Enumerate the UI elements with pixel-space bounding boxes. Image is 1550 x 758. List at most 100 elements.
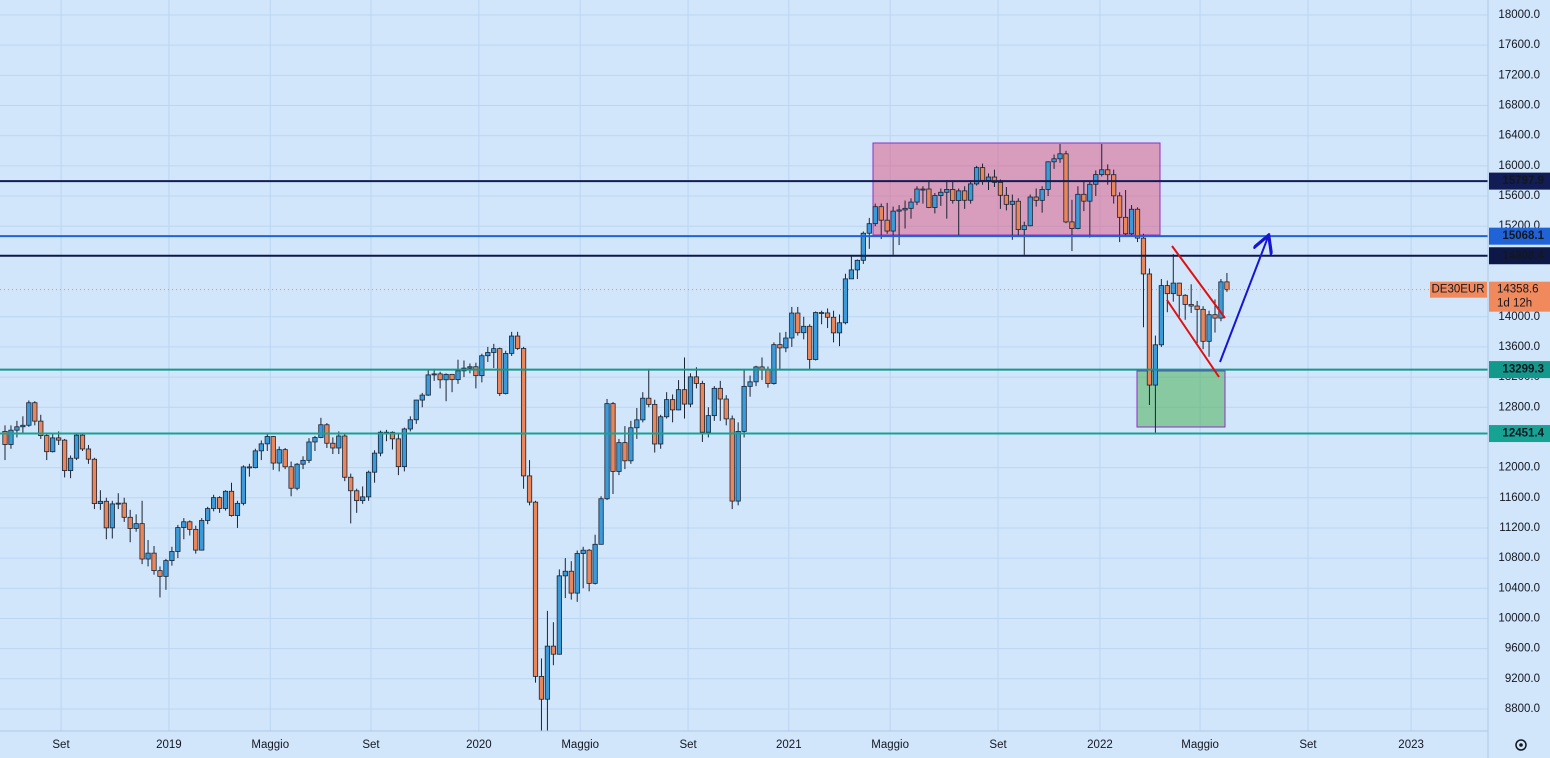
candle-body: [401, 428, 407, 468]
candle-body: [604, 403, 610, 500]
candle-body: [371, 452, 378, 473]
candle-body: [878, 206, 884, 221]
candle-body: [1009, 200, 1015, 205]
axes: 18000.0 17600.0 17200.0 16800.0 16400.0 16000…: [52, 9, 1550, 751]
candle-body: [222, 490, 229, 509]
candle-body: [425, 374, 431, 396]
candle-body: [1218, 281, 1224, 319]
candle-body: [914, 188, 920, 203]
candle-body: [1146, 273, 1153, 386]
support-zone[interactable]: [1136, 370, 1226, 428]
candle-body: [938, 191, 944, 196]
y-tick-label: 14000.0: [1498, 311, 1540, 323]
candle-body: [944, 189, 950, 193]
y-tick-label: 17200.0: [1498, 69, 1540, 81]
candle-body: [920, 188, 926, 191]
settings-icon[interactable]: [1515, 739, 1527, 751]
candle-body: [634, 419, 640, 429]
y-tick-label: 10400.0: [1498, 582, 1540, 594]
candle-body: [562, 570, 568, 577]
y-tick-label: 12800.0: [1498, 401, 1540, 413]
channel-line[interactable]: [1166, 299, 1220, 378]
y-tick-label: 13600.0: [1498, 341, 1540, 353]
candle-body: [246, 466, 252, 469]
candle-body: [377, 431, 384, 454]
candle-body: [151, 552, 157, 572]
candle-body: [497, 348, 503, 394]
candle-body: [1176, 282, 1182, 296]
symbol-label: DE30EUR: [1431, 284, 1484, 296]
candle-body: [848, 269, 855, 280]
candle-body: [830, 316, 837, 334]
candle-body: [580, 549, 586, 554]
candle-body: [318, 424, 324, 438]
candle-body: [1117, 195, 1123, 218]
candle-body: [711, 387, 717, 417]
projection-arrow[interactable]: [1219, 237, 1268, 363]
candle-body: [610, 403, 616, 472]
candle-body: [121, 502, 127, 518]
channel-line[interactable]: [1171, 245, 1226, 319]
candle-body: [312, 437, 318, 443]
candle-body: [1075, 193, 1081, 229]
y-tick-label: 18000.0: [1498, 9, 1540, 21]
candle-body: [997, 181, 1004, 196]
candle-body: [741, 385, 747, 432]
candle-body: [407, 419, 413, 430]
candle-body: [717, 387, 723, 400]
candle-body: [91, 458, 98, 504]
candle-body: [729, 418, 735, 502]
candle-body: [366, 471, 372, 498]
candle-body: [872, 206, 878, 225]
candle-body: [771, 344, 777, 384]
candle-body: [109, 503, 115, 529]
candle-body: [1033, 196, 1039, 201]
candle-body: [342, 435, 348, 478]
candle-body: [199, 520, 205, 551]
candle-body: [568, 570, 574, 594]
candle-body: [777, 344, 783, 349]
candle-body: [956, 190, 962, 201]
candle-body: [538, 675, 545, 700]
level-label-bg: [1489, 361, 1550, 379]
candle-body: [97, 500, 103, 504]
x-tick-label: Maggio: [561, 739, 599, 751]
candle-body: [20, 424, 26, 428]
candle-body: [1039, 189, 1045, 201]
candle-body: [187, 521, 193, 530]
candle-body: [133, 523, 139, 529]
x-tick-label: Set: [362, 739, 380, 751]
candle-body: [890, 210, 896, 232]
candle-body: [658, 416, 664, 445]
candle-body: [532, 501, 539, 677]
y-tick-label: 15600.0: [1498, 190, 1540, 202]
y-tick-label: 16000.0: [1498, 160, 1540, 172]
y-tick-label: 9600.0: [1505, 643, 1540, 655]
x-tick-label: Set: [1299, 739, 1317, 751]
level-label: 14808.4: [1502, 250, 1544, 262]
y-tick-label: 8800.0: [1505, 703, 1540, 715]
candle-body: [866, 223, 872, 234]
candle-body: [449, 373, 455, 381]
candle-body: [669, 399, 676, 411]
candle-body: [1081, 193, 1087, 202]
candle-body: [973, 167, 980, 185]
candle-body: [592, 543, 598, 584]
candle-body: [1200, 308, 1206, 342]
candle-body: [628, 427, 634, 462]
level-label: 12451.4: [1502, 428, 1544, 440]
candle-body: [991, 176, 998, 183]
candle-body: [216, 497, 223, 509]
candle-body: [1003, 194, 1009, 205]
candle-body: [735, 430, 741, 502]
x-tick-label: Maggio: [871, 739, 909, 751]
y-tick-label: 16400.0: [1498, 130, 1540, 142]
y-tick-label: 10000.0: [1498, 612, 1540, 624]
candle-body: [79, 434, 86, 450]
candle-body: [550, 645, 556, 655]
candle-body: [193, 528, 199, 551]
x-tick-label: Set: [679, 739, 697, 751]
candle-body: [73, 434, 80, 459]
candle-body: [300, 459, 306, 465]
candle-body: [985, 176, 992, 181]
